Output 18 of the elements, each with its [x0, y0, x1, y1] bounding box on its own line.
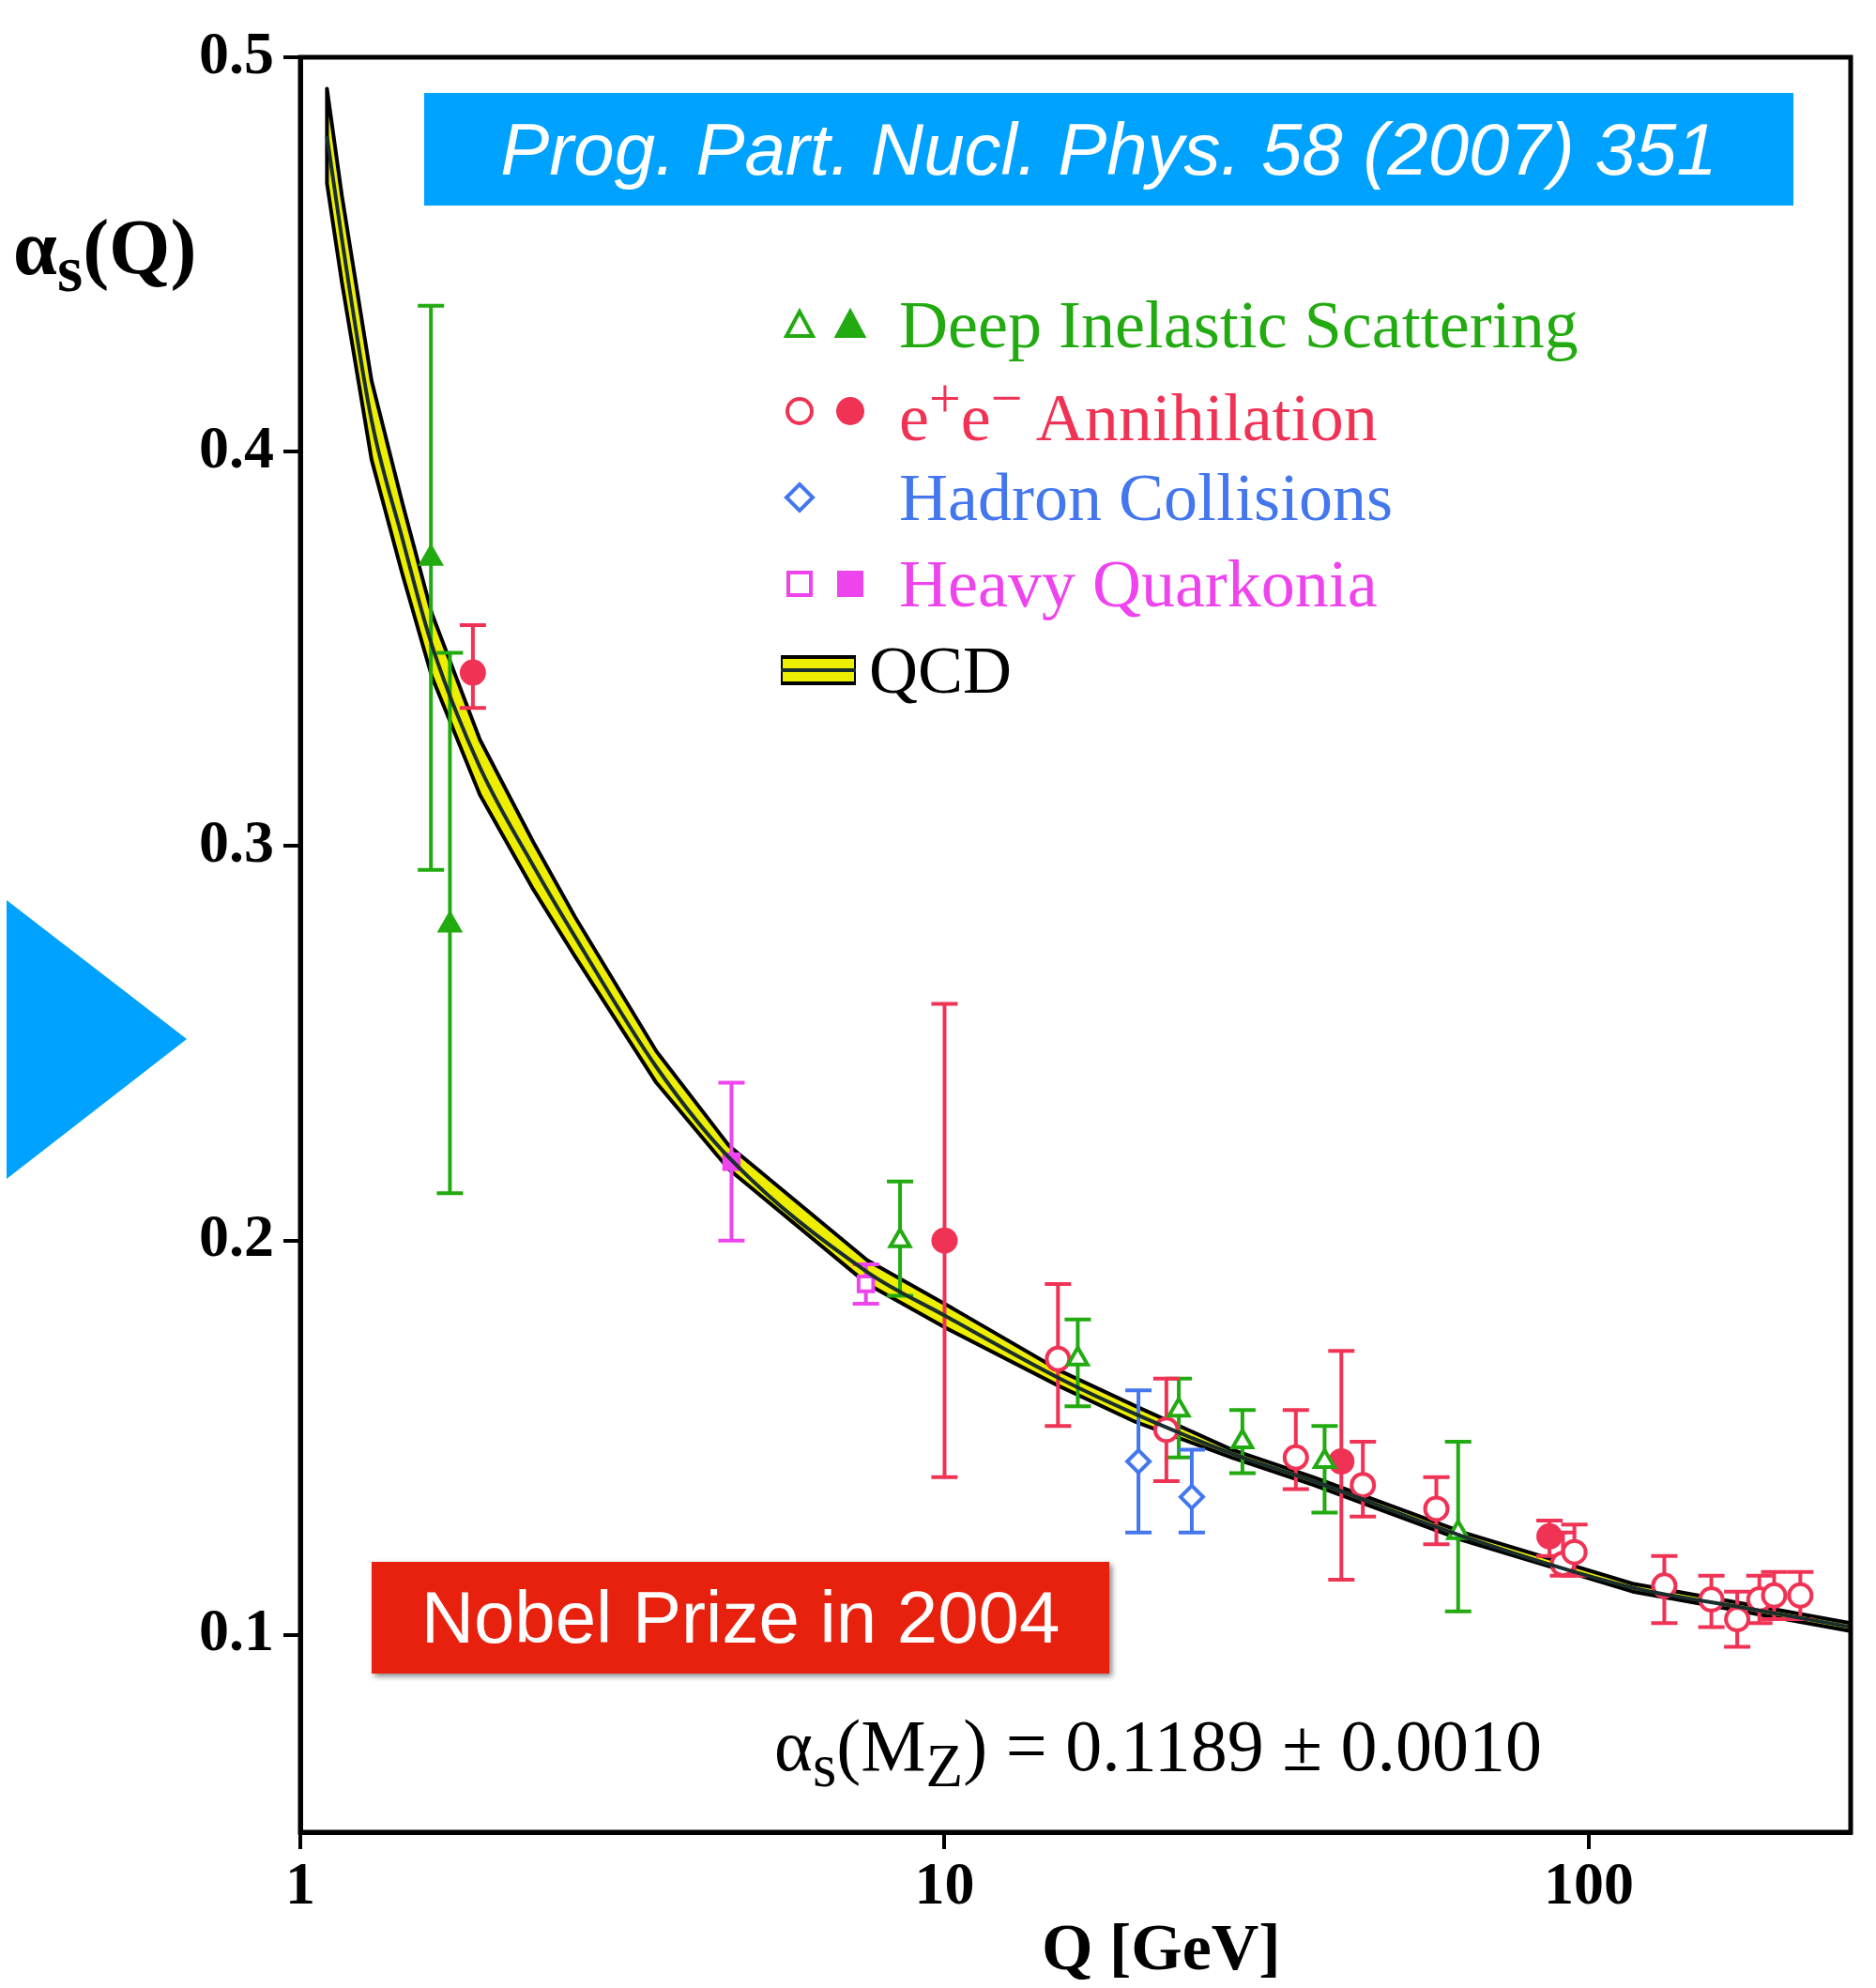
x-tick-label: 1	[285, 1849, 315, 1917]
y-tick-label: 0.2	[199, 1202, 274, 1270]
x-axis-title: Q [GeV]	[1042, 1910, 1281, 1985]
y-axis-title: α$_{s}$(Q)	[13, 203, 197, 307]
y-tick-label: 0.4	[199, 413, 274, 481]
legend-label: Heavy Quarkonia	[899, 544, 1378, 623]
y-tick-label: 0.3	[199, 807, 274, 875]
y-tick-label: 0.1	[199, 1597, 274, 1664]
annotation: Prog. Part. Nucl. Phys. 58 (2007) 351	[424, 93, 1793, 206]
annotation: Nobel Prize in 2004	[372, 1562, 1109, 1674]
legend-label: QCD	[869, 631, 1013, 710]
annotation: α$_{s}$(M$_{Z}$) = 0.1189 ± 0.0010	[774, 1704, 1543, 1801]
legend-label: Hadron Collisions	[899, 458, 1394, 537]
y-tick-label: 0.5	[199, 19, 274, 86]
legend-label: Deep Inelastic Scattering	[899, 285, 1579, 364]
x-tick-label: 10	[914, 1849, 975, 1917]
x-tick-label: 100	[1543, 1849, 1634, 1917]
legend-label: e$^{+}$e$^{−}$ Annihilation	[899, 365, 1378, 457]
